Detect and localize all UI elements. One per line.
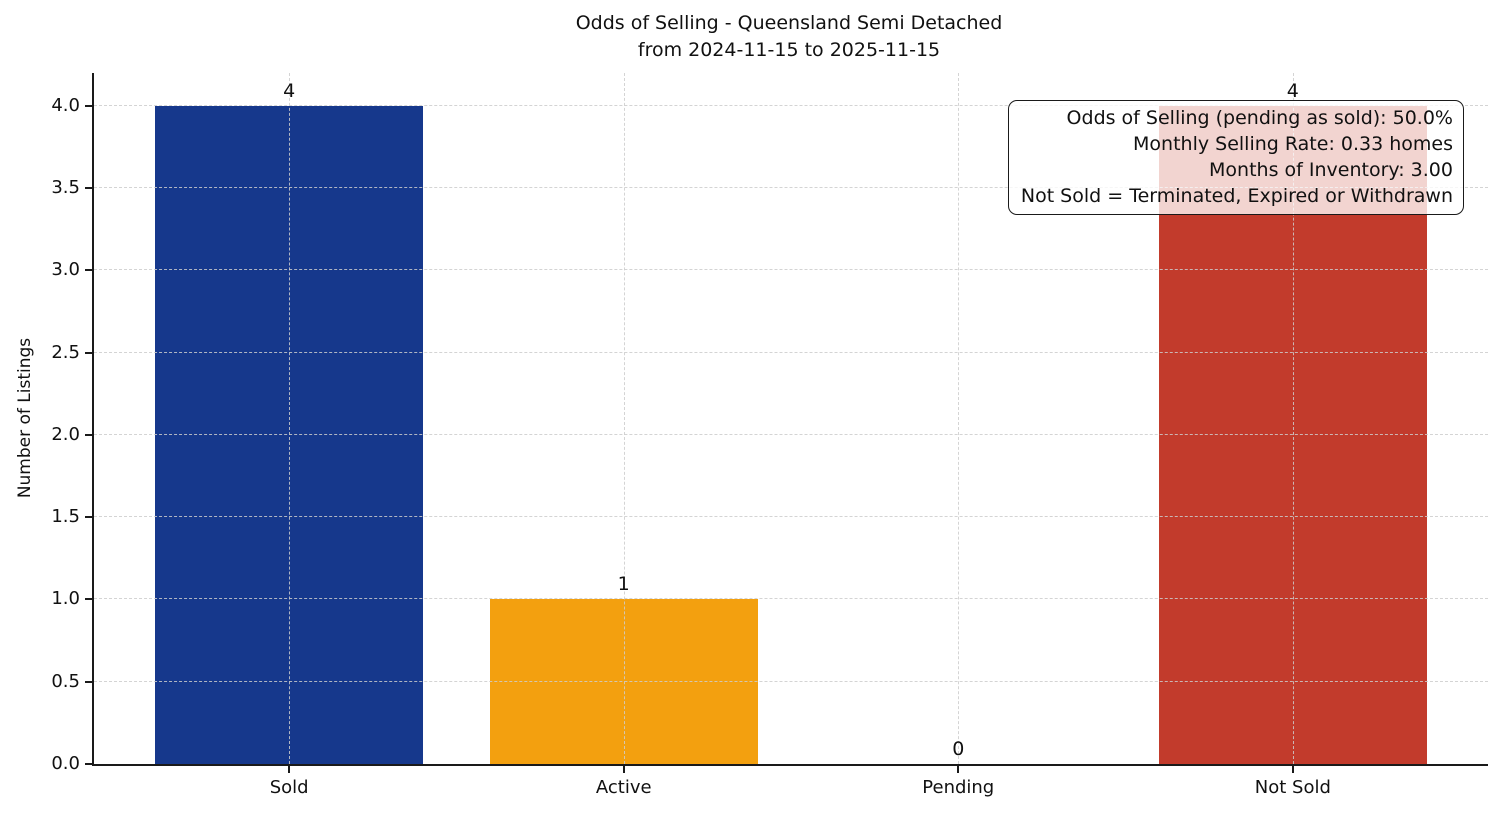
chart-title-line2: from 2024-11-15 to 2025-11-15 — [637, 39, 941, 61]
annotation-not-sold-definition: Not Sold = Terminated, Expired or Withdr… — [1020, 185, 1453, 207]
x-tick-label-pending: Pending — [922, 777, 995, 798]
y-tick-label-0.0: 0.0 — [51, 753, 80, 774]
y-tick-mark — [85, 516, 92, 519]
annotation-months-of-inventory: Months of Inventory: 3.00 — [1209, 159, 1453, 181]
y-tick-label-3.5: 3.5 — [51, 177, 80, 199]
annotation-monthly-selling-rate: Monthly Selling Rate: 0.33 homes — [1133, 133, 1453, 155]
y-tick-mark — [85, 269, 92, 272]
y-tick-mark — [85, 104, 92, 107]
x-tick-mark — [288, 766, 291, 773]
y-tick-label-2.5: 2.5 — [51, 341, 80, 363]
y-tick-mark — [85, 351, 92, 354]
y-tick-label-1.5: 1.5 — [51, 506, 80, 528]
bar-sold — [155, 105, 423, 764]
y-axis-label: Number of Listings — [15, 337, 35, 499]
y-tick-mark — [85, 680, 92, 683]
x-tick-label-not-sold: Not Sold — [1254, 777, 1331, 798]
bar-active — [489, 599, 758, 764]
y-tick-mark — [85, 763, 92, 765]
y-tick-label-0.5: 0.5 — [51, 670, 80, 692]
y-tick-label-3.0: 3.0 — [51, 259, 80, 281]
y-tick-mark — [85, 187, 92, 190]
annotation-odds-of-selling: Odds of Selling (pending as sold): 50.0% — [1066, 107, 1453, 129]
x-tick-mark — [622, 766, 625, 773]
stats-annotation-box: Odds of Selling (pending as sold): 50.0%… — [1007, 100, 1464, 215]
chart-title: Odds of Selling - Queensland Semi Detach… — [92, 10, 1486, 64]
y-tick-label-2.0: 2.0 — [51, 423, 80, 445]
x-tick-label-active: Active — [595, 777, 652, 798]
x-tick-mark — [957, 766, 960, 773]
y-tick-mark — [85, 598, 92, 601]
y-tick-label-1.0: 1.0 — [51, 588, 80, 610]
x-tick-label-sold: Sold — [269, 777, 309, 798]
chart-title-line1: Odds of Selling - Queensland Semi Detach… — [575, 12, 1003, 34]
y-tick-label-4.0: 4.0 — [51, 94, 80, 116]
y-tick-mark — [85, 433, 92, 436]
x-tick-mark — [1291, 766, 1294, 773]
